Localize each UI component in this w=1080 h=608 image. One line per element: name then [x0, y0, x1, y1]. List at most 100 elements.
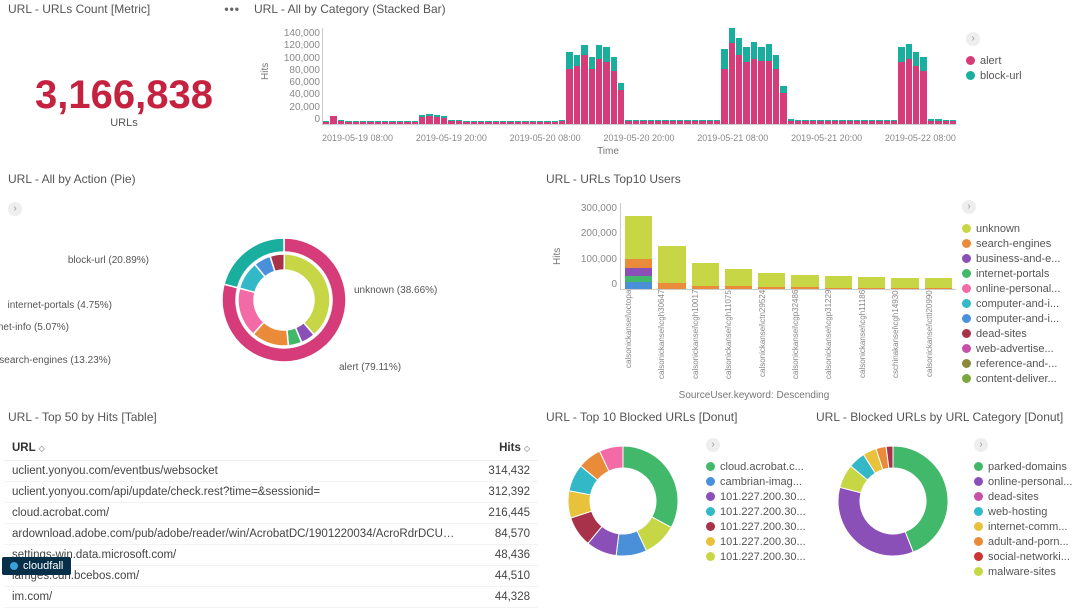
- stacked-bar[interactable]: [854, 28, 860, 124]
- users-bar[interactable]: [891, 203, 918, 289]
- stacked-bar[interactable]: [788, 28, 794, 124]
- users-bar[interactable]: [791, 203, 818, 289]
- legend-item[interactable]: 101.227.200.30...: [706, 536, 808, 548]
- stacked-bar[interactable]: [825, 28, 831, 124]
- stacked-bar[interactable]: [950, 28, 956, 124]
- stacked-bar[interactable]: [736, 28, 742, 124]
- metric-menu-button[interactable]: •••: [224, 2, 240, 16]
- stacked-bar[interactable]: [596, 28, 602, 124]
- stacked-bar[interactable]: [766, 28, 772, 124]
- stacked-bar[interactable]: [471, 28, 477, 124]
- stacked-bar[interactable]: [537, 28, 543, 124]
- stacked-bar[interactable]: [655, 28, 661, 124]
- stacked-bar[interactable]: [670, 28, 676, 124]
- stacked-bar[interactable]: [412, 28, 418, 124]
- stacked-bar[interactable]: [692, 28, 698, 124]
- stacked-bar[interactable]: [640, 28, 646, 124]
- legend-item[interactable]: social-networki...: [974, 551, 1076, 563]
- table-col-hits[interactable]: Hits◇: [460, 442, 530, 454]
- stacked-bar[interactable]: [625, 28, 631, 124]
- legend-item[interactable]: internet-portals: [962, 268, 1076, 280]
- stacked-bar[interactable]: [397, 28, 403, 124]
- stacked-bar[interactable]: [876, 28, 882, 124]
- stacked-bar[interactable]: [928, 28, 934, 124]
- stacked-bar[interactable]: [751, 28, 757, 124]
- table-row[interactable]: uclient.yonyou.com/eventbus/websocket 31…: [4, 461, 538, 482]
- stacked-bar[interactable]: [832, 28, 838, 124]
- stacked-bar[interactable]: [913, 28, 919, 124]
- legend-item[interactable]: 101.227.200.30...: [706, 551, 808, 563]
- legend-item[interactable]: computer-and-i...: [962, 298, 1076, 310]
- stacked-bar[interactable]: [780, 28, 786, 124]
- stacked-bar[interactable]: [758, 28, 764, 124]
- legend-item[interactable]: unknown: [962, 223, 1076, 235]
- users-legend-expand[interactable]: ›: [962, 200, 976, 214]
- stacked-bar[interactable]: [729, 28, 735, 124]
- legend-item[interactable]: 101.227.200.30...: [706, 521, 808, 533]
- stacked-bar[interactable]: [559, 28, 565, 124]
- legend-item[interactable]: search-engines: [962, 238, 1076, 250]
- legend-item[interactable]: block-url: [966, 70, 1076, 82]
- users-bar[interactable]: [625, 203, 652, 289]
- stacked-bar[interactable]: [323, 28, 329, 124]
- legend-item[interactable]: online-personal...: [974, 476, 1076, 488]
- legend-item[interactable]: cloud.acrobat.c...: [706, 461, 808, 473]
- stacked-bar[interactable]: [426, 28, 432, 124]
- stacked-bar[interactable]: [441, 28, 447, 124]
- stacked-bar[interactable]: [847, 28, 853, 124]
- stacked-bar[interactable]: [522, 28, 528, 124]
- stacked-bar[interactable]: [714, 28, 720, 124]
- stacked-bar[interactable]: [707, 28, 713, 124]
- legend-item[interactable]: parked-domains: [974, 461, 1076, 473]
- table-row[interactable]: uclient.yonyou.com/api/update/check.rest…: [4, 482, 538, 503]
- stacked-bar[interactable]: [891, 28, 897, 124]
- stacked-bar[interactable]: [906, 28, 912, 124]
- stacked-bar[interactable]: [861, 28, 867, 124]
- donut2-legend-expand[interactable]: ›: [974, 438, 988, 452]
- stacked-bar[interactable]: [743, 28, 749, 124]
- stacked-bar[interactable]: [544, 28, 550, 124]
- stacked-bar[interactable]: [389, 28, 395, 124]
- stacked-bar[interactable]: [485, 28, 491, 124]
- legend-item[interactable]: web-advertise...: [962, 343, 1076, 355]
- stacked-bar[interactable]: [419, 28, 425, 124]
- stacked-bar[interactable]: [603, 28, 609, 124]
- users-bar[interactable]: [858, 203, 885, 289]
- stacked-bar[interactable]: [773, 28, 779, 124]
- stacked-bar[interactable]: [721, 28, 727, 124]
- stacked-bar[interactable]: [345, 28, 351, 124]
- table-col-url[interactable]: URL◇: [12, 442, 460, 454]
- stacked-bar[interactable]: [810, 28, 816, 124]
- stacked-bar[interactable]: [648, 28, 654, 124]
- stacked-bar[interactable]: [507, 28, 513, 124]
- stacked-bar[interactable]: [330, 28, 336, 124]
- stacked-bar[interactable]: [353, 28, 359, 124]
- stacked-bar[interactable]: [478, 28, 484, 124]
- legend-item[interactable]: online-personal...: [962, 283, 1076, 295]
- table-row[interactable]: ardownload.adobe.com/pub/adobe/reader/wi…: [4, 524, 538, 545]
- cloudfall-badge[interactable]: cloudfall: [2, 557, 71, 575]
- legend-item[interactable]: cambrian-imag...: [706, 476, 808, 488]
- stacked-bar[interactable]: [338, 28, 344, 124]
- legend-item[interactable]: web-hosting: [974, 506, 1076, 518]
- stacked-bar[interactable]: [367, 28, 373, 124]
- stacked-bar[interactable]: [515, 28, 521, 124]
- stacked-bar[interactable]: [817, 28, 823, 124]
- users-bar[interactable]: [825, 203, 852, 289]
- legend-item[interactable]: reference-and-...: [962, 358, 1076, 370]
- users-bar[interactable]: [692, 203, 719, 289]
- legend-item[interactable]: adult-and-porn...: [974, 536, 1076, 548]
- stacked-bar[interactable]: [662, 28, 668, 124]
- stacked-bar[interactable]: [581, 28, 587, 124]
- stacked-bar[interactable]: [920, 28, 926, 124]
- users-bar[interactable]: [758, 203, 785, 289]
- legend-item[interactable]: dead-sites: [962, 328, 1076, 340]
- users-bar[interactable]: [725, 203, 752, 289]
- stacked-bar[interactable]: [611, 28, 617, 124]
- stacked-bar[interactable]: [552, 28, 558, 124]
- stacked-bar[interactable]: [360, 28, 366, 124]
- legend-item[interactable]: malware-sites: [974, 566, 1076, 578]
- donut1-legend-expand[interactable]: ›: [706, 438, 720, 452]
- stacked-bar[interactable]: [684, 28, 690, 124]
- stacked-bar[interactable]: [500, 28, 506, 124]
